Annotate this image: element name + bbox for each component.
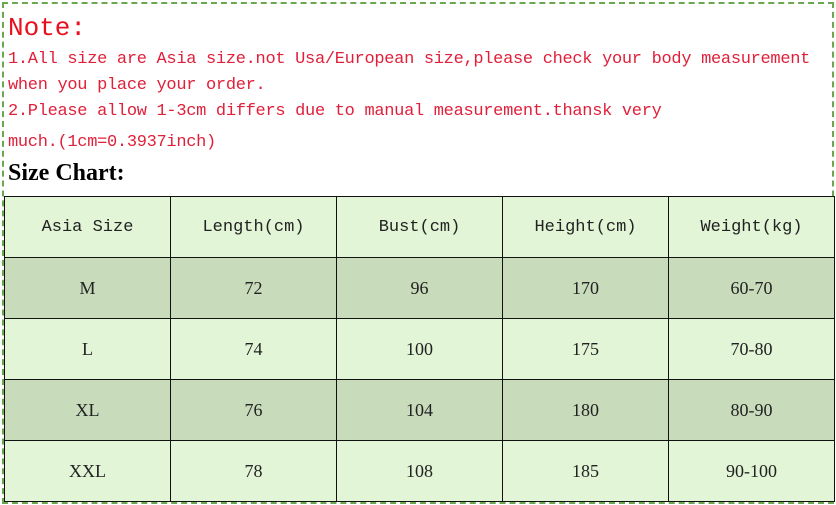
table-cell: 100 <box>336 318 503 380</box>
header-cell: Length(cm) <box>170 196 337 258</box>
table-cell: 104 <box>336 379 503 441</box>
table-cell: 60-70 <box>668 257 835 319</box>
size-chart-label: Size Chart: <box>8 160 125 186</box>
table-cell: 175 <box>502 318 669 380</box>
header-cell: Bust(cm) <box>336 196 503 258</box>
header-cell: Weight(kg) <box>668 196 835 258</box>
note-line: 1.All size are Asia size.not Usa/Europea… <box>8 50 811 69</box>
table-cell: 170 <box>502 257 669 319</box>
table-row: XL 76 104 180 80-90 <box>4 379 835 441</box>
note-line: 2.Please allow 1-3cm differs due to manu… <box>8 102 662 121</box>
table-header-row: Asia Size Length(cm) Bust(cm) Height(cm)… <box>4 196 835 258</box>
table-cell: 78 <box>170 440 337 502</box>
table-row: L 74 100 175 70-80 <box>4 318 835 380</box>
table-cell: 72 <box>170 257 337 319</box>
table-cell: L <box>4 318 171 380</box>
table-cell: 70-80 <box>668 318 835 380</box>
note-line: when you place your order. <box>8 76 266 95</box>
size-table: Asia Size Length(cm) Bust(cm) Height(cm)… <box>4 196 835 502</box>
table-cell: 74 <box>170 318 337 380</box>
table-cell: M <box>4 257 171 319</box>
table-cell: 80-90 <box>668 379 835 441</box>
table-cell: XL <box>4 379 171 441</box>
table-cell: 96 <box>336 257 503 319</box>
table-cell: 180 <box>502 379 669 441</box>
table-row: XXL 78 108 185 90-100 <box>4 440 835 502</box>
header-cell: Asia Size <box>4 196 171 258</box>
table-cell: 90-100 <box>668 440 835 502</box>
table-cell: 76 <box>170 379 337 441</box>
table-cell: XXL <box>4 440 171 502</box>
table-cell: 185 <box>502 440 669 502</box>
note-title: Note: <box>8 13 87 43</box>
note-line: much.(1cm=0.3937inch) <box>8 133 216 152</box>
table-cell: 108 <box>336 440 503 502</box>
table-row: M 72 96 170 60-70 <box>4 257 835 319</box>
header-cell: Height(cm) <box>502 196 669 258</box>
